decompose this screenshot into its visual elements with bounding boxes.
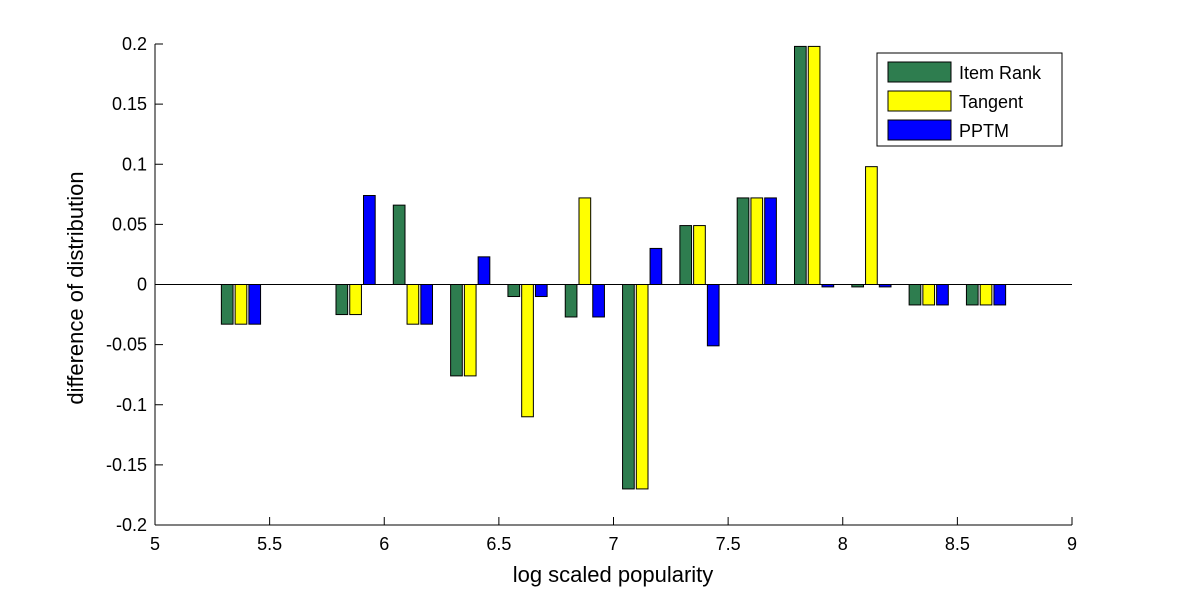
x-tick-label: 5 [150, 534, 160, 554]
bar-item-rank-8 [736, 197, 750, 285]
x-tick-label: 5.5 [257, 534, 282, 554]
bar-item-rank-4 [507, 284, 521, 298]
bar-pptm-12 [993, 284, 1007, 306]
axes-layer: 5 5.5 6 6.5 7 7.5 8 8.5 9 -0.2 -0.15 -0.1 -0.05 0 0.05… [106, 34, 1077, 554]
bar-item-rank-0 [220, 284, 234, 325]
bar-item-rank-6 [622, 284, 635, 490]
bar-tangent-11 [922, 284, 936, 306]
bar-tangent-4 [521, 284, 534, 418]
x-tick-label: 6.5 [486, 534, 511, 554]
legend-label-tangent: Tangent [959, 92, 1023, 112]
y-tick-label: 0 [137, 275, 147, 295]
bar-tangent-10 [865, 166, 878, 285]
bar-tangent-5 [578, 197, 592, 285]
bar-tangent-6 [635, 284, 649, 490]
bar-item-rank-7 [679, 225, 693, 285]
bar-item-rank-5 [564, 284, 578, 318]
bar-item-rank-3 [450, 284, 463, 377]
y-axis-title: difference of distribution [63, 171, 88, 404]
bar-item-rank-12 [965, 284, 979, 306]
bar-item-rank-1 [335, 284, 349, 316]
y-tick-label: -0.05 [106, 335, 147, 355]
y-tick-label: -0.15 [106, 455, 147, 475]
y-tick-label: 0.1 [122, 154, 147, 174]
bar-pptm-3 [477, 256, 491, 285]
y-tick-label: 0.2 [122, 34, 147, 54]
bar-pptm-8 [764, 197, 777, 285]
bar-item-rank-11 [908, 284, 922, 306]
x-tick-label: 6 [379, 534, 389, 554]
y-tick-label: -0.2 [116, 515, 147, 535]
legend-label-pptm: PPTM [959, 121, 1009, 141]
x-axis-title: log scaled popularity [513, 562, 714, 587]
bar-pptm-6 [649, 247, 663, 286]
bar-tangent-0 [234, 284, 248, 325]
legend-swatch-tangent [887, 90, 952, 112]
bar-item-rank-2 [392, 204, 406, 285]
x-tick-label: 7 [608, 534, 618, 554]
y-tick-label: 0.15 [112, 94, 147, 114]
bar-tangent-7 [693, 225, 706, 285]
bar-tangent-2 [406, 284, 420, 325]
x-tick-label: 8 [838, 534, 848, 554]
bar-pptm-7 [706, 284, 720, 347]
bar-pptm-0 [248, 284, 262, 325]
bar-tangent-8 [750, 197, 764, 285]
bar-item-rank-9 [793, 45, 807, 285]
y-tick-label: 0.05 [112, 214, 147, 234]
bar-pptm-5 [592, 284, 605, 318]
bar-pptm-1 [363, 195, 376, 285]
legend-swatch-item-rank [887, 61, 952, 83]
legend-label-item-rank: Item Rank [959, 63, 1042, 83]
bar-pptm-11 [936, 284, 949, 306]
bar-tangent-1 [349, 284, 362, 316]
x-tick-label: 9 [1067, 534, 1077, 554]
y-tick-label: -0.1 [116, 395, 147, 415]
x-tick-label: 7.5 [716, 534, 741, 554]
bar-tangent-3 [463, 284, 477, 377]
bar-tangent-12 [979, 284, 993, 306]
bar-pptm-2 [420, 284, 434, 325]
legend-swatch-pptm [887, 119, 952, 141]
bar-tangent-9 [807, 45, 821, 285]
bar-pptm-4 [534, 284, 548, 298]
bars-layer [220, 45, 1007, 490]
legend: Item Rank Tangent PPTM [876, 52, 1063, 147]
x-tick-label: 8.5 [945, 534, 970, 554]
